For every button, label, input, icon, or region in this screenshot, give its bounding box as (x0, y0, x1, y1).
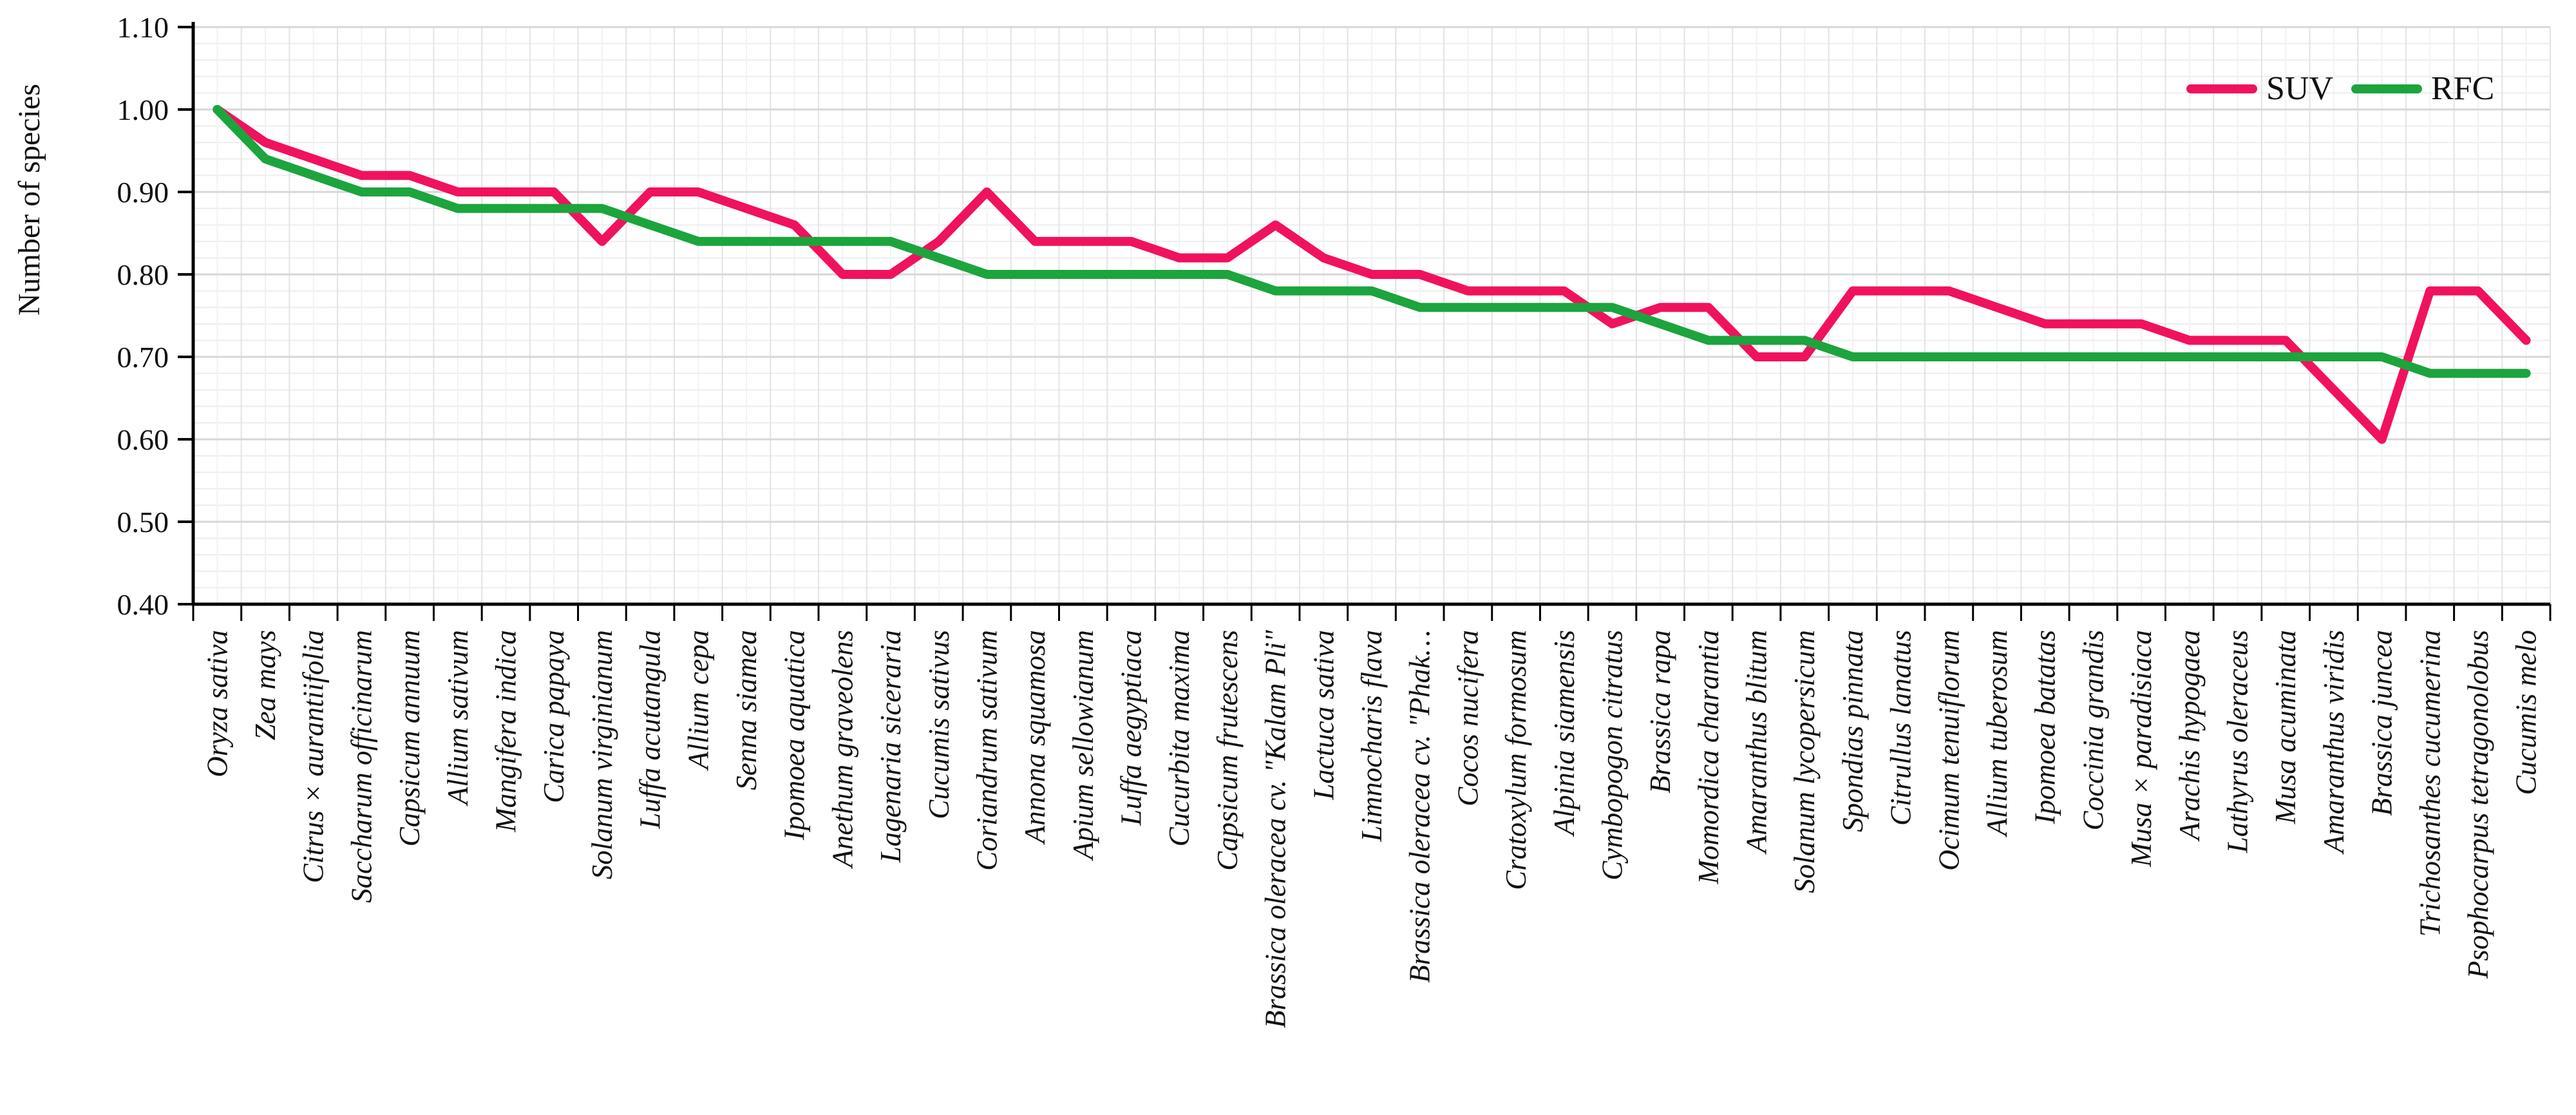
series-line-suv (213, 105, 2531, 444)
x-category-label: Cocos nucifera (1452, 630, 1484, 806)
x-category-label: Lathyrus oleraceus (2221, 630, 2253, 853)
legend-label-rfc: RFC (2431, 70, 2495, 107)
x-category-label: Oryza sativa (201, 630, 233, 777)
x-category-label: Senna siamea (730, 630, 762, 790)
x-category-label: Amaranthus blitum (1741, 630, 1773, 855)
x-category-label: Capsicum annuum (393, 630, 426, 846)
x-category-label: Luffa aegyptiaca (1115, 630, 1148, 826)
axes: 1.10 1.00 0.90 0.80 0.70 0.60 0.50 0.40 (117, 11, 2552, 621)
x-category-label: Citrullus lanatus (1885, 630, 1917, 826)
legend-entry-suv: SUV (2186, 70, 2333, 108)
x-category-label: Alpinia siamensis (1548, 630, 1580, 837)
y-tick-label: 0.50 (117, 506, 169, 538)
x-category-label: Ipomoea batatas (2029, 630, 2061, 824)
legend-line-swatch-rfc (2351, 84, 2423, 93)
x-category-label: Carica papaya (538, 630, 570, 803)
y-tick-label: 0.60 (117, 423, 169, 456)
x-category-label: Cymbopogon citratus (1596, 630, 1628, 881)
x-category-label: Mangifera indica (490, 630, 522, 833)
x-category-label: Luffa acutangula (634, 630, 667, 830)
x-category-label: Lactuca sativa (1307, 630, 1340, 801)
y-tick-label: 1.10 (117, 11, 169, 44)
x-category-label: Solanum virginianum (586, 630, 618, 879)
x-category-label: Brassica rapa (1644, 630, 1676, 794)
x-category-label: Momordica charantia (1692, 630, 1725, 885)
x-category-label: Anethum graveolens (826, 630, 858, 870)
x-category-label: Lagenaria siceraria (875, 630, 907, 863)
legend-entry-rfc: RFC (2351, 70, 2494, 108)
x-category-label: Ocimum tenuiflorum (1933, 630, 1965, 871)
y-tick-label: 0.80 (117, 258, 169, 291)
x-category-label: Musa × paradisiaca (2125, 630, 2157, 868)
x-category-label: Saccharum officinarum (345, 630, 377, 903)
x-category-label: Apium sellowianum (1067, 630, 1099, 861)
x-category-label: Annona squamosa (1019, 630, 1051, 845)
x-category-label: Trichosanthes cucumerina (2414, 630, 2446, 937)
legend-line-swatch-suv (2186, 84, 2257, 93)
gridlines-minor (193, 27, 2550, 604)
x-category-label: Solanum lycopersicum (1788, 630, 1821, 893)
gridlines-major (193, 26, 2551, 604)
x-category-label: Capsicum frutescens (1211, 630, 1244, 871)
x-category-label: Ipomoea aquatica (779, 630, 811, 841)
y-tick-label: 0.90 (117, 176, 169, 209)
x-category-label: Cucumis melo (2510, 630, 2543, 795)
x-category-label: Psophocarpus tetragonolobus (2462, 630, 2494, 979)
x-category-label: Cucumis sativus (923, 630, 955, 819)
x-category-label: Musa acuminata (2269, 630, 2302, 824)
y-axis-title: Number of species (12, 84, 46, 316)
x-category-label: Citrus × aurantiifolia (298, 630, 330, 883)
x-category-label: Zea mays (249, 630, 281, 740)
x-category-label: Coriandrum sativum (971, 630, 1003, 871)
x-category-label: Cucurbita maxima (1163, 630, 1195, 846)
x-category-label: Amaranthus viridis (2318, 630, 2350, 855)
x-category-labels: Oryza sativa Zea mays Citrus × aurantiifol… (201, 629, 2542, 1028)
x-category-label: Cratoxylum formosum (1500, 630, 1532, 890)
legend-label-suv: SUV (2266, 70, 2334, 107)
x-category-label: Arachis hypogaea (2174, 630, 2206, 842)
y-tick-label: 0.40 (117, 588, 169, 621)
legend: SUV RFC (2186, 70, 2494, 108)
x-category-label: Coccinia grandis (2077, 630, 2109, 830)
x-category-label: Brassica oleracea cv. "Kalam Pli" (1260, 629, 1292, 1028)
y-tick-label: 0.70 (117, 341, 169, 374)
x-category-label: Spondias pinnata (1837, 630, 1869, 832)
x-category-label: Limnocharis flava (1356, 630, 1388, 843)
x-category-label: Brassica oleracea cv. "Phak… (1404, 630, 1436, 983)
series-line-rfc (213, 105, 2531, 378)
x-category-label: Allium tuberosum (1981, 630, 2013, 838)
x-category-label: Allium cepa (682, 630, 714, 771)
y-tick-label: 1.00 (117, 93, 169, 126)
x-category-label: Allium sativum (442, 630, 474, 806)
x-category-label: Brassica juncea (2366, 630, 2398, 816)
